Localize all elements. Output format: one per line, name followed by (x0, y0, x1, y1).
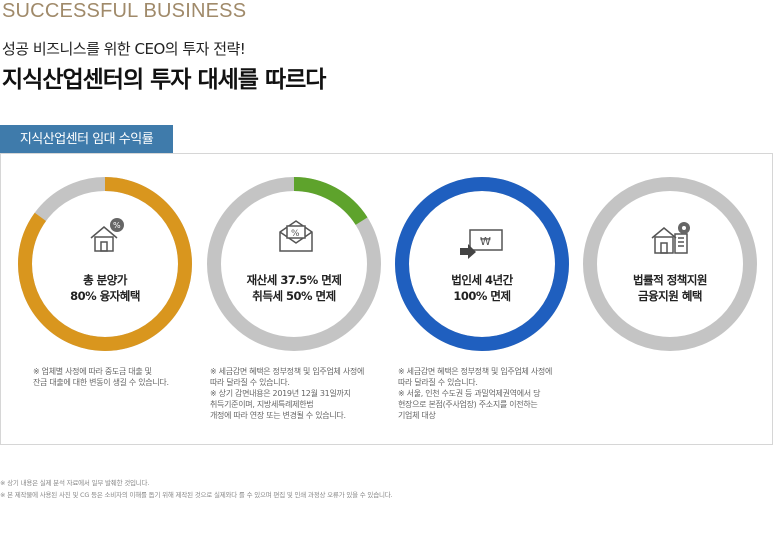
benefit-line2: 취득세 50% 면제 (252, 289, 336, 303)
note-line: ※ 세금감면 혜택은 정부정책 및 입주업체 사정에 (210, 367, 364, 376)
note-line: 따라 달라질 수 있습니다. (210, 378, 290, 387)
footer-note-1: ※ 상기 내용은 실제 분석 자료에서 일부 발췌한 것입니다. (0, 479, 150, 487)
envelope-percent-icon: % (276, 216, 316, 256)
note-line: ※ 상기 감면내용은 2019년 12월 31일까지 (210, 389, 351, 398)
note-line: 현장으로 본점(주사업장) 주소지를 이전하는 (398, 400, 538, 409)
note-line: 잔금 대출에 대한 변동이 생길 수 있습니다. (33, 378, 169, 387)
page-subtitle: 성공 비즈니스를 위한 CEO의 투자 전략! (2, 40, 246, 58)
svg-text:%: % (113, 221, 121, 230)
ring-chart (583, 177, 757, 351)
ring-chart (395, 177, 569, 351)
benefit-ring-property-tax: % 재산세 37.5% 면제 취득세 50% 면제 (206, 176, 382, 352)
benefit-line1: 법인세 4년간 (451, 273, 513, 287)
benefit-line1: 법률적 정책지원 (632, 273, 708, 287)
note-corporate-tax: ※ 세금감면 혜택은 정부정책 및 입주업체 사정에 따라 달라질 수 있습니다… (398, 366, 578, 421)
benefit-line2: 금융지원 혜택 (638, 289, 702, 303)
ring-chart (18, 177, 192, 351)
building-gear-icon (650, 220, 694, 258)
benefits-panel: % 총 분양가 80% 융자혜택 % 재산세 37.5% 면제 취득세 50% … (0, 153, 773, 445)
benefit-ring-policy-support: 법률적 정책지원 금융지원 혜택 (582, 176, 758, 352)
note-line: 취득기준이며, 지방세특례제한법 (210, 400, 314, 409)
footer-note-2: ※ 본 제작물에 사용된 사진 및 CG 등은 소비자의 이해를 돕기 위해 제… (0, 491, 393, 499)
note-line: ※ 업체별 사정에 따라 중도금 대출 및 (33, 367, 152, 376)
eyebrow-title: SUCCESSFUL BUSINESS (2, 0, 247, 22)
svg-text:%: % (291, 229, 300, 239)
house-percent-icon: % (87, 216, 127, 256)
won-card-icon: ₩ (458, 226, 504, 260)
benefit-line1: 재산세 37.5% 면제 (246, 273, 342, 287)
note-loan: ※ 업체별 사정에 따라 중도금 대출 및 잔금 대출에 대한 변동이 생길 수… (33, 366, 203, 388)
note-line: 개정에 따라 연장 또는 변경될 수 있습니다. (210, 411, 346, 420)
benefit-line1: 총 분양가 (83, 273, 127, 287)
ring-chart (207, 177, 381, 351)
benefit-line2: 100% 면제 (453, 289, 511, 303)
benefit-ring-corporate-tax: ₩ 법인세 4년간 100% 면제 (394, 176, 570, 352)
note-line: ※ 세금감면 혜택은 정부정책 및 입주업체 사정에 (398, 367, 552, 376)
note-line: ※ 서울, 인천 수도권 등 과밀억제권역에서 당 (398, 389, 541, 398)
svg-text:₩: ₩ (480, 235, 491, 248)
benefit-ring-loan: % 총 분양가 80% 융자혜택 (17, 176, 193, 352)
page-title: 지식산업센터의 투자 대세를 따르다 (2, 67, 326, 93)
note-line: 기업체 대상 (398, 411, 436, 420)
note-property-tax: ※ 세금감면 혜택은 정부정책 및 입주업체 사정에 따라 달라질 수 있습니다… (210, 366, 390, 421)
benefit-line2: 80% 융자혜택 (70, 289, 140, 303)
note-line: 따라 달라질 수 있습니다. (398, 378, 478, 387)
section-tab[interactable]: 지식산업센터 임대 수익률 (0, 125, 173, 154)
